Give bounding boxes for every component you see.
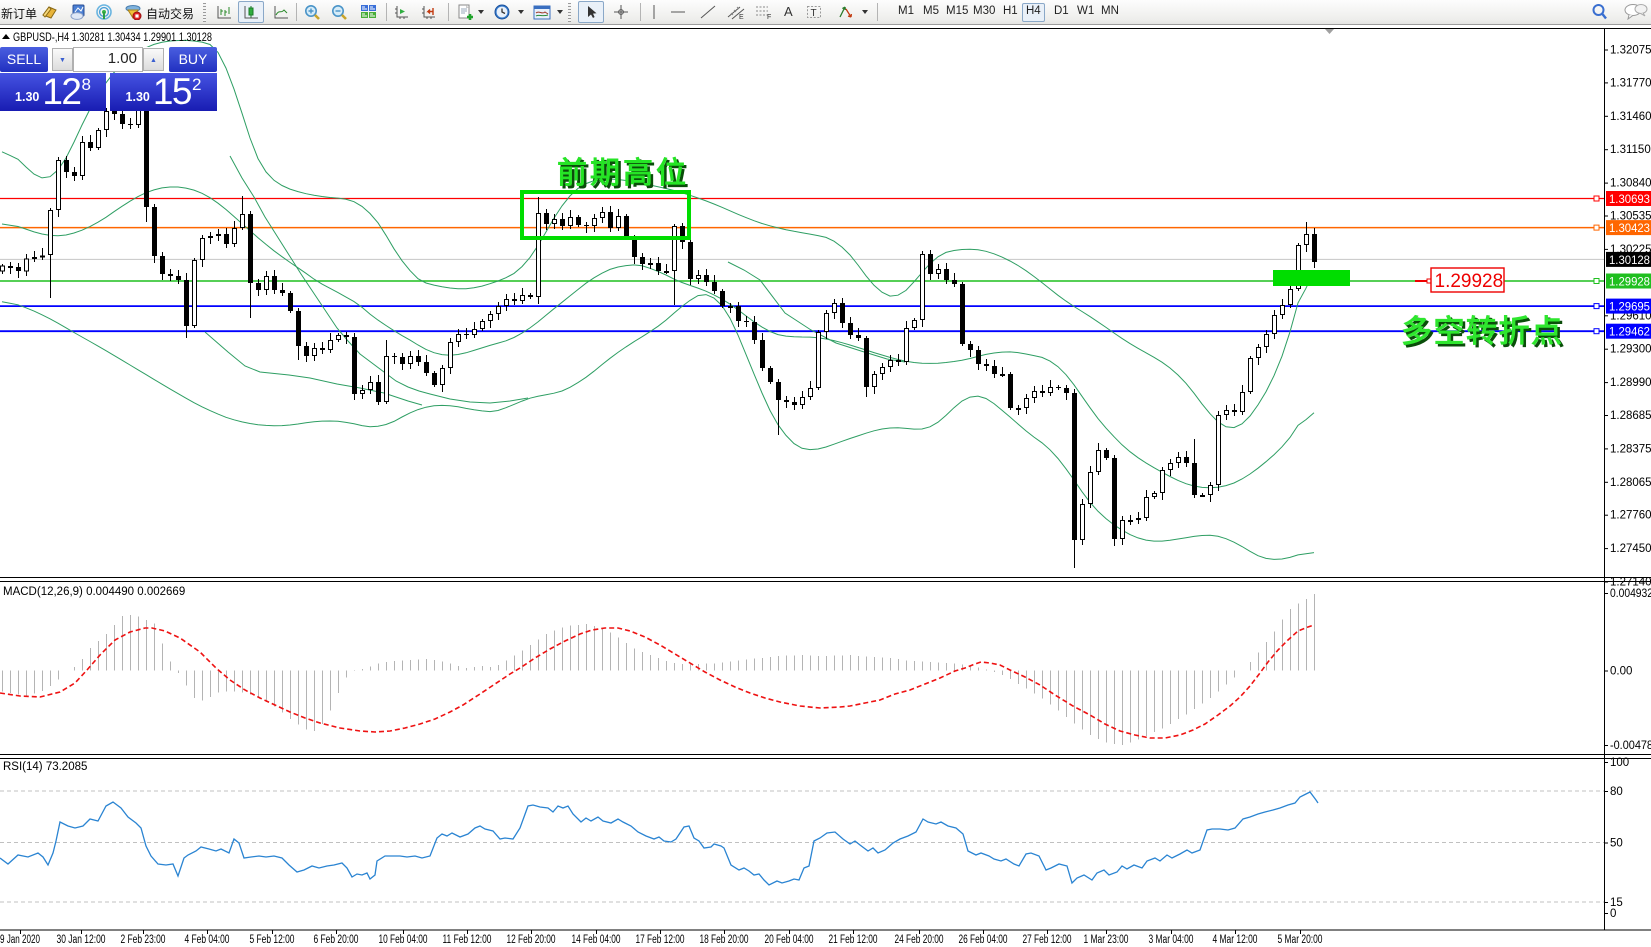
svg-text:1.27140: 1.27140 bbox=[1610, 577, 1651, 589]
svg-text:17 Feb 12:00: 17 Feb 12:00 bbox=[636, 934, 685, 946]
svg-text:5 Mar 20:00: 5 Mar 20:00 bbox=[1278, 934, 1323, 946]
svg-text:T: T bbox=[811, 8, 817, 19]
svg-text:21 Feb 12:00: 21 Feb 12:00 bbox=[829, 934, 878, 946]
svg-text:18 Feb 20:00: 18 Feb 20:00 bbox=[700, 934, 749, 946]
svg-text:1.28375: 1.28375 bbox=[1610, 443, 1651, 455]
svg-text:0.00: 0.00 bbox=[1610, 666, 1632, 678]
svg-text:30 Jan 12:00: 30 Jan 12:00 bbox=[57, 934, 106, 946]
svg-text:1.27450: 1.27450 bbox=[1610, 543, 1651, 555]
svg-text:1.30693: 1.30693 bbox=[1609, 194, 1650, 206]
svg-text:1.30840: 1.30840 bbox=[1610, 178, 1651, 190]
svg-text:多空转折点: 多空转折点 bbox=[1401, 314, 1564, 349]
svg-text:1.27760: 1.27760 bbox=[1610, 510, 1651, 522]
svg-text:1.29695: 1.29695 bbox=[1609, 302, 1650, 314]
svg-text:1.31770: 1.31770 bbox=[1610, 77, 1651, 89]
svg-text:1.29928: 1.29928 bbox=[1609, 277, 1650, 289]
svg-text:RSI(14) 73.2085: RSI(14) 73.2085 bbox=[3, 761, 87, 773]
svg-text:10 Feb 04:00: 10 Feb 04:00 bbox=[379, 934, 428, 946]
svg-text:1.31150: 1.31150 bbox=[1610, 144, 1651, 156]
svg-text:-0.00478: -0.00478 bbox=[1610, 740, 1651, 752]
svg-text:1.30535: 1.30535 bbox=[1610, 211, 1651, 223]
svg-text:20 Feb 04:00: 20 Feb 04:00 bbox=[765, 934, 814, 946]
svg-text:E: E bbox=[739, 14, 744, 20]
svg-text:9 Jan 2020: 9 Jan 2020 bbox=[0, 934, 40, 946]
svg-text:1.29300: 1.29300 bbox=[1610, 344, 1651, 356]
svg-text:2 Feb 23:00: 2 Feb 23:00 bbox=[121, 934, 166, 946]
svg-text:1.28685: 1.28685 bbox=[1610, 410, 1651, 422]
svg-text:5 Feb 12:00: 5 Feb 12:00 bbox=[250, 934, 295, 946]
svg-text:0.004932: 0.004932 bbox=[1610, 588, 1651, 600]
svg-text:1.28990: 1.28990 bbox=[1610, 377, 1651, 389]
svg-text:多空转折点: 多空转折点 bbox=[1404, 317, 1567, 352]
svg-text:1.29928: 1.29928 bbox=[1435, 271, 1504, 292]
svg-text:1.31460: 1.31460 bbox=[1610, 111, 1651, 123]
svg-text:26 Feb 04:00: 26 Feb 04:00 bbox=[959, 934, 1008, 946]
svg-text:4 Feb 04:00: 4 Feb 04:00 bbox=[185, 934, 230, 946]
svg-text:前期高位: 前期高位 bbox=[560, 159, 692, 193]
svg-text:F: F bbox=[767, 14, 771, 20]
svg-text:3 Mar 04:00: 3 Mar 04:00 bbox=[1149, 934, 1194, 946]
svg-text:6 Feb 20:00: 6 Feb 20:00 bbox=[314, 934, 359, 946]
svg-text:1 Mar 23:00: 1 Mar 23:00 bbox=[1084, 934, 1129, 946]
svg-text:12 Feb 20:00: 12 Feb 20:00 bbox=[507, 934, 556, 946]
svg-text:4 Mar 12:00: 4 Mar 12:00 bbox=[1213, 934, 1258, 946]
svg-text:11 Feb 12:00: 11 Feb 12:00 bbox=[443, 934, 492, 946]
svg-text:1.29462: 1.29462 bbox=[1609, 327, 1650, 339]
svg-text:15: 15 bbox=[1610, 897, 1623, 909]
svg-text:MACD(12,26,9) 0.004490 0.00266: MACD(12,26,9) 0.004490 0.002669 bbox=[3, 586, 185, 598]
svg-text:80: 80 bbox=[1610, 786, 1623, 798]
svg-text:1.30423: 1.30423 bbox=[1609, 223, 1650, 235]
svg-text:100: 100 bbox=[1610, 757, 1629, 769]
svg-text:GBPUSD-,H4 1.30281 1.30434 1.: GBPUSD-,H4 1.30281 1.30434 1.29901 1.301… bbox=[13, 30, 212, 44]
svg-text:1.30128: 1.30128 bbox=[1609, 255, 1650, 267]
svg-text:27 Feb 12:00: 27 Feb 12:00 bbox=[1023, 934, 1072, 946]
svg-text:前期高位: 前期高位 bbox=[557, 156, 689, 190]
svg-text:14 Feb 04:00: 14 Feb 04:00 bbox=[572, 934, 621, 946]
svg-text:24 Feb 20:00: 24 Feb 20:00 bbox=[895, 934, 944, 946]
svg-text:1.28065: 1.28065 bbox=[1610, 477, 1651, 489]
svg-text:50: 50 bbox=[1610, 838, 1623, 850]
svg-text:1.32075: 1.32075 bbox=[1610, 45, 1651, 57]
svg-text:0: 0 bbox=[1610, 908, 1616, 920]
